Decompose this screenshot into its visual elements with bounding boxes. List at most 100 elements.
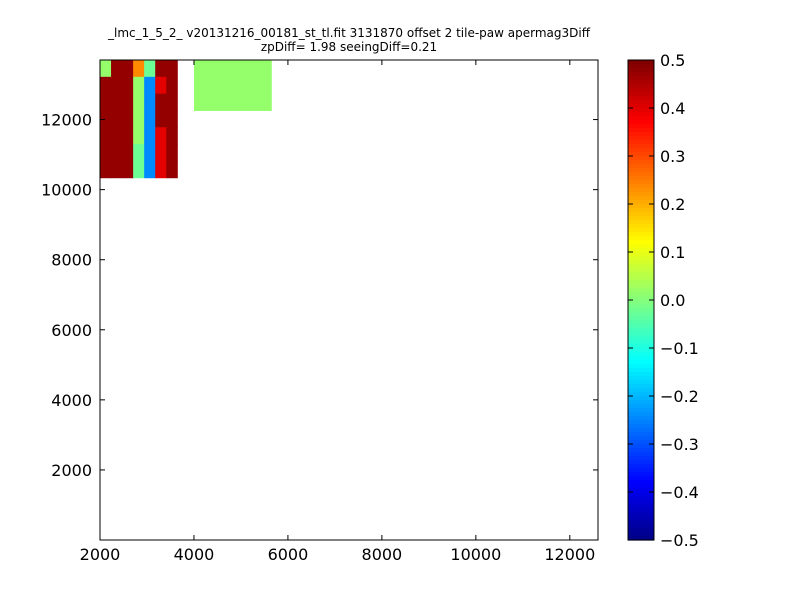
colorbar-tick-label: 0.4 (660, 99, 685, 118)
plot-frame (99, 59, 599, 541)
colorbar-segment (628, 308, 654, 313)
colorbar-segment (628, 508, 654, 513)
colorbar-segment (628, 304, 654, 309)
colorbar-segment (628, 352, 654, 357)
colorbar-segment (628, 220, 654, 225)
colorbar-segment (628, 360, 654, 365)
colorbar-segment (628, 188, 654, 193)
colorbar-segment (628, 240, 654, 245)
colorbar-segment (628, 104, 654, 109)
colorbar-segment (628, 420, 654, 425)
colorbar-segment (628, 512, 654, 517)
colorbar-segment (628, 396, 654, 401)
colorbar-segment (628, 112, 654, 117)
heatmap-cell (100, 110, 112, 128)
colorbar-segment (628, 404, 654, 409)
heatmap-cell (100, 160, 112, 179)
heatmap-cell (238, 93, 250, 111)
heatmap-cell (260, 76, 272, 95)
heatmap-cell (155, 93, 167, 111)
x-tick-label: 12000 (544, 545, 595, 564)
heatmap-cell (227, 93, 239, 111)
colorbar-segment (628, 60, 654, 65)
y-tick-label: 6000 (51, 321, 92, 340)
heatmap-cell (122, 60, 134, 78)
colorbar-segment (628, 72, 654, 77)
colorbar-segment (628, 444, 654, 449)
colorbar-tick-label: −0.5 (660, 531, 699, 550)
colorbar-tick-label: 0.5 (660, 51, 685, 70)
colorbar-segment (628, 348, 654, 353)
colorbar-segment (628, 440, 654, 445)
colorbar-segment (628, 144, 654, 149)
colorbar-segment (628, 68, 654, 73)
heatmap-cell (100, 76, 112, 95)
colorbar-tick-label: 0.1 (660, 243, 685, 262)
y-tick-label: 8000 (51, 251, 92, 270)
colorbar: 0.5 0.4 0.3 0.2 0.1 0.0 −0.1 −0.2 −0.3 −0.4 −0.5 (627, 51, 699, 550)
heatmap-cell (133, 76, 145, 95)
colorbar-segment (628, 92, 654, 97)
colorbar-segment (628, 300, 654, 305)
colorbar-segment (628, 232, 654, 237)
x-tick-label: 6000 (268, 545, 309, 564)
colorbar-segment (628, 100, 654, 105)
heatmap-cell (216, 60, 228, 78)
colorbar-segment (628, 376, 654, 381)
heatmap-cell (144, 76, 156, 95)
colorbar-segment (628, 332, 654, 337)
colorbar-segment (628, 136, 654, 141)
colorbar-segment (628, 408, 654, 413)
colorbar-segment (628, 372, 654, 377)
heatmap-cell (111, 110, 123, 128)
colorbar-segment (628, 192, 654, 197)
colorbar-segment (628, 244, 654, 249)
colorbar-segment (628, 356, 654, 361)
colorbar-segment (628, 252, 654, 257)
colorbar-segment (628, 164, 654, 169)
heatmap-cell (122, 144, 134, 162)
colorbar-segment (628, 456, 654, 461)
heatmap-cell (216, 76, 228, 95)
heatmap-cell (193, 60, 206, 78)
heatmap-cell (166, 127, 178, 145)
heatmap-cell (260, 93, 272, 111)
x-axis: 2000 4000 6000 8000 10000 12000 (80, 60, 595, 564)
colorbar-segment (628, 248, 654, 253)
heatmap-cell (144, 127, 156, 145)
colorbar-segment (628, 532, 654, 537)
colorbar-segment (628, 496, 654, 501)
heatmap-cell (155, 144, 167, 162)
colorbar-segment (628, 212, 654, 217)
chart-title-line1: _lmc_1_5_2_ v20131216_00181_st_tl.fit 31… (108, 26, 590, 40)
heatmap-cell (122, 93, 134, 111)
colorbar-segment (628, 176, 654, 181)
colorbar-segment (628, 312, 654, 317)
colorbar-segment (628, 464, 654, 469)
colorbar-segment (628, 344, 654, 349)
colorbar-segment (628, 276, 654, 281)
heatmap-cell (111, 160, 123, 179)
colorbar-segment (628, 272, 654, 277)
heatmap-cell (166, 60, 178, 78)
heatmap-cells (100, 60, 272, 179)
colorbar-tick-label: −0.1 (660, 339, 699, 358)
heatmap-cell (155, 127, 167, 145)
colorbar-segment (628, 452, 654, 457)
heatmap-cell (155, 110, 167, 128)
heatmap-cell (111, 93, 123, 111)
x-tick-label: 4000 (174, 545, 215, 564)
heatmap-cell (100, 144, 112, 162)
colorbar-segment (628, 168, 654, 173)
colorbar-segment (628, 96, 654, 101)
colorbar-segment (628, 88, 654, 93)
heatmap-cell (238, 60, 250, 78)
colorbar-segment (628, 184, 654, 189)
colorbar-segment (628, 120, 654, 125)
colorbar-segment (628, 284, 654, 289)
heatmap-cell (111, 144, 123, 162)
heatmap-cell (166, 93, 178, 111)
colorbar-segment (628, 196, 654, 201)
colorbar-segment (628, 172, 654, 177)
colorbar-segment (628, 388, 654, 393)
